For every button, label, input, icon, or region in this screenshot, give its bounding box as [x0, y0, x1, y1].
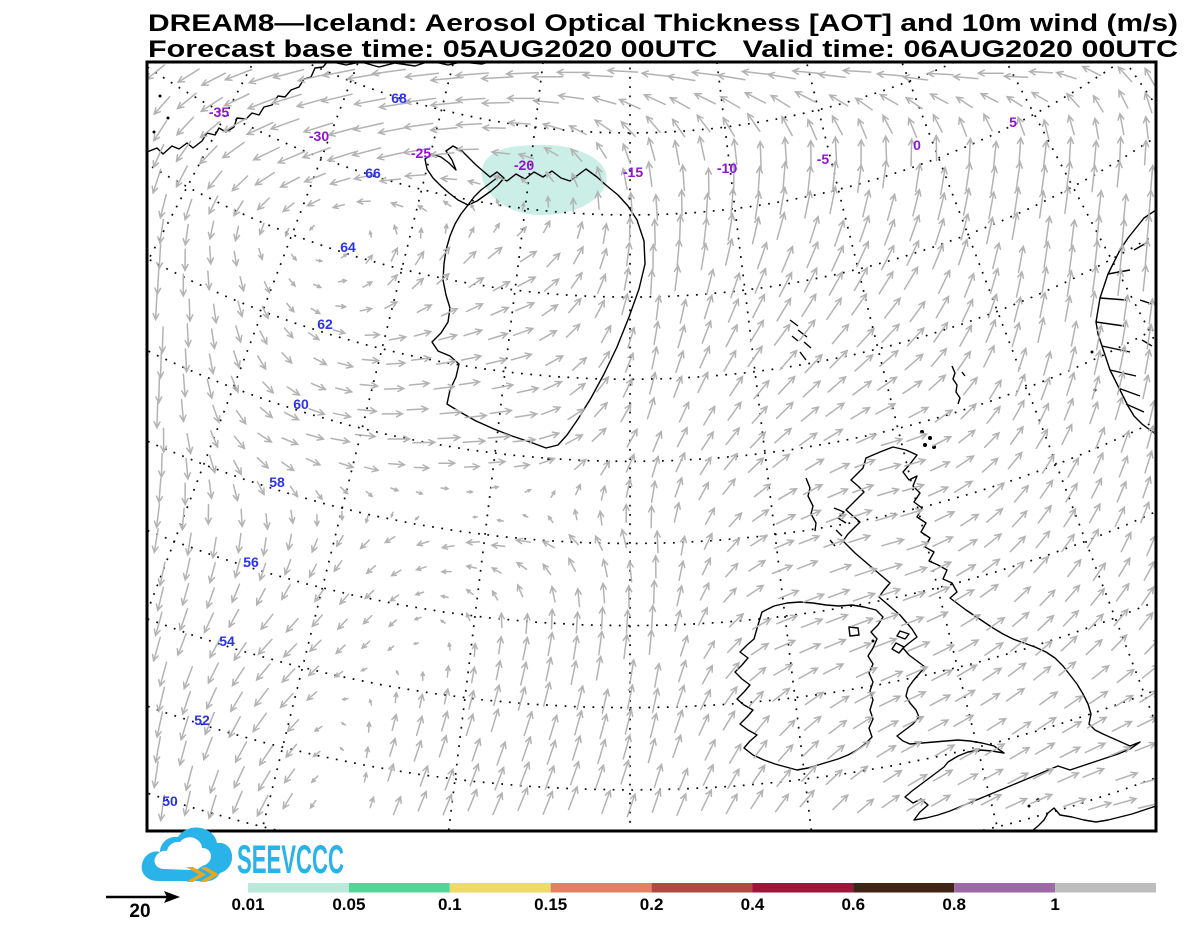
- aot-patch: [481, 144, 607, 216]
- meridian-line: [447, 62, 544, 831]
- lat-label: 62: [317, 316, 333, 332]
- coastline-path: [1031, 805, 1156, 831]
- chevron-right-icon: [186, 867, 219, 882]
- coastline-path: [789, 319, 812, 361]
- colorbar-segment: [550, 883, 652, 893]
- colorbar-tick-label: 1: [1050, 895, 1059, 914]
- lat-label: 68: [391, 90, 407, 106]
- lat-label: 64: [340, 239, 356, 255]
- coastline-path: [842, 446, 1141, 821]
- colorbar-tick-label: 0.15: [534, 895, 567, 914]
- islet-dot: [928, 436, 932, 440]
- lon-label: -25: [411, 145, 431, 161]
- lon-label: -20: [514, 157, 534, 173]
- lon-label: 5: [1009, 114, 1017, 130]
- lon-label: -35: [209, 104, 229, 120]
- lon-label: -15: [623, 164, 643, 180]
- lon-label: -5: [817, 151, 830, 167]
- meridian-line: [0, 0, 242, 688]
- coastline-path: [147, 62, 515, 155]
- colorbar-tick-label: 0.01: [231, 895, 264, 914]
- coastline-path: [951, 365, 966, 405]
- colorbar-tick-label: 0.05: [332, 895, 365, 914]
- parallel-line: [147, 689, 1156, 791]
- wind-scale-arrow-head: [164, 891, 180, 903]
- coastline-path: [1095, 241, 1153, 413]
- aot-colorbar: 0.01 0.05 0.1 0.15 0.2 0.4 0.6 0.8 1: [231, 883, 1156, 914]
- meridian-line: [716, 62, 813, 831]
- lat-label: 60: [293, 396, 309, 412]
- islet-dot: [166, 116, 170, 120]
- wind-scale-value: 20: [129, 901, 150, 922]
- lat-label: 54: [219, 633, 235, 649]
- colorbar-segment: [449, 883, 551, 893]
- colorbar-tick-label: 0.1: [438, 895, 462, 914]
- islet-dot: [923, 443, 927, 447]
- cloud-inner-shape: [154, 837, 211, 871]
- parallel-line: [147, 600, 1156, 709]
- meridian-line: [147, 62, 255, 265]
- colorbar-tick-label: 0.6: [841, 895, 865, 914]
- lat-label: 50: [162, 793, 178, 809]
- coastline-path: [805, 477, 847, 547]
- colorbar-segment: [853, 883, 955, 893]
- wind-arrows: [147, 64, 1156, 823]
- title-line-2: Forecast base time: 05AUG2020 00UTC Vali…: [148, 36, 1178, 63]
- lon-label: -10: [717, 160, 737, 176]
- colorbar-segment: [651, 883, 753, 893]
- colorbar-segment: [954, 883, 1056, 893]
- colorbar-tick-label: 0.4: [741, 895, 765, 914]
- lon-label: -30: [309, 128, 329, 144]
- lat-label: 58: [269, 474, 285, 490]
- islet-dot: [158, 94, 162, 98]
- logo-wordmark: SEEVCCC: [237, 838, 344, 882]
- coastlines: [147, 62, 1156, 831]
- coastline-path: [848, 626, 860, 637]
- meridian-line: [900, 62, 1156, 727]
- aot-plume-patch: [481, 144, 607, 216]
- lat-label: 66: [365, 165, 381, 181]
- islet-dot: [152, 130, 156, 134]
- parallel-line: [147, 510, 1156, 627]
- coastline-path: [1095, 209, 1156, 435]
- colorbar-tick-label: 0.8: [942, 895, 966, 914]
- colorbar-segment: [1055, 883, 1156, 893]
- meridian-line: [1005, 62, 1156, 346]
- parallel-line: [147, 327, 1156, 463]
- coastline-path: [424, 145, 505, 206]
- islet-dot: [1027, 804, 1031, 808]
- seevccc-logo: SEEVCCC: [141, 827, 344, 882]
- wind-scale: 20: [106, 891, 180, 922]
- coastline-path: [734, 601, 884, 771]
- meridian-line: [1124, 62, 1156, 107]
- parallel-line: [147, 62, 1122, 216]
- colorbar-tick-label: 0.2: [640, 895, 664, 914]
- coastline-path: [891, 630, 910, 654]
- islet-dot: [871, 639, 875, 643]
- title-line-1: DREAM8—Iceland: Aerosol Optical Thicknes…: [148, 10, 1178, 37]
- lon-label: 0: [913, 137, 921, 153]
- wind-vector-arrows: [147, 64, 1156, 823]
- lat-label: 52: [194, 712, 210, 728]
- meridian-line: [260, 62, 455, 831]
- parallel-line: [147, 135, 1156, 299]
- map-frame: [145, 60, 1158, 833]
- colorbar-segment: [752, 883, 854, 893]
- lat-label: 56: [243, 554, 259, 570]
- colorbar-segment: [348, 883, 450, 893]
- parallel-line: [147, 776, 1156, 831]
- colorbar-segment: [248, 883, 349, 893]
- islet-dot: [1090, 350, 1094, 354]
- meridian-line: [805, 62, 1000, 831]
